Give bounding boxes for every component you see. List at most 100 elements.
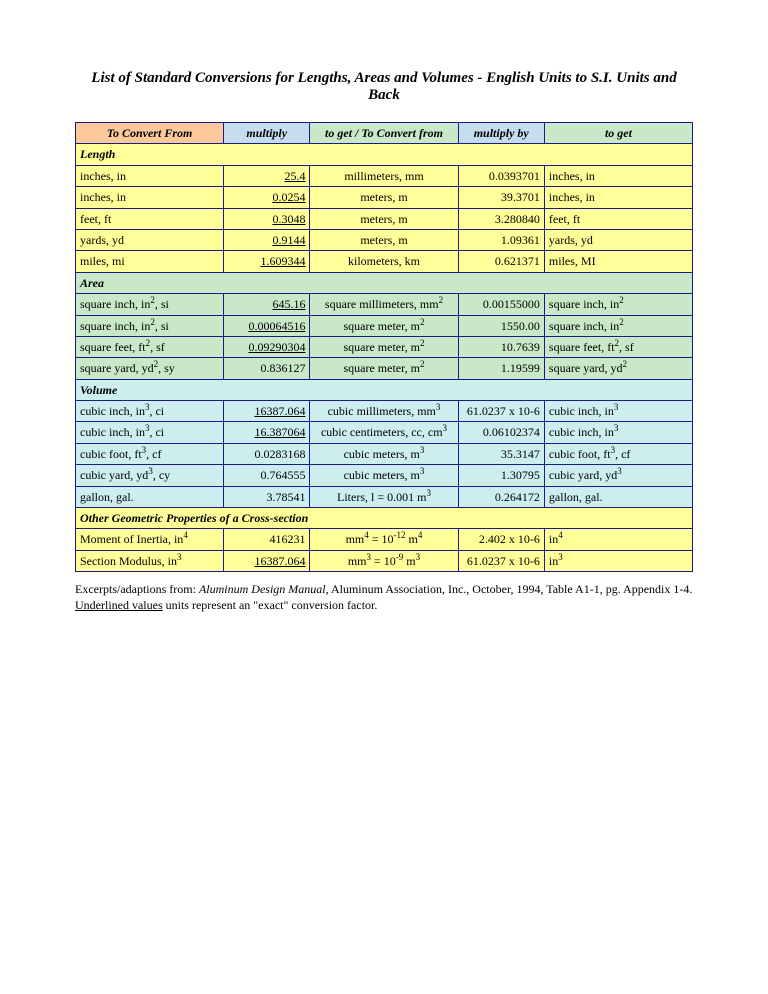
table-cell: 61.0237 x 10-6 xyxy=(458,401,544,422)
table-row: cubic foot, ft3, cf0.0283168cubic meters… xyxy=(76,443,693,464)
table-cell: 25.4 xyxy=(224,165,310,186)
header-from: To Convert From xyxy=(76,123,224,144)
table-cell: 1550.00 xyxy=(458,315,544,336)
table-cell: 0.06102374 xyxy=(458,422,544,443)
table-cell: 3.280840 xyxy=(458,208,544,229)
table-cell: inches, in xyxy=(76,165,224,186)
table-cell: gallon, gal. xyxy=(544,486,692,507)
table-cell: 16387.064 xyxy=(224,550,310,571)
table-cell: 0.764555 xyxy=(224,465,310,486)
section-length: Length xyxy=(76,144,693,165)
table-cell: in4 xyxy=(544,529,692,550)
table-cell: inches, in xyxy=(544,187,692,208)
table-cell: square feet, ft2, sf xyxy=(76,336,224,357)
table-cell: 0.00155000 xyxy=(458,294,544,315)
table-cell: meters, m xyxy=(310,229,458,250)
table-cell: square yard, yd2 xyxy=(544,358,692,379)
table-cell: Liters, l = 0.001 m3 xyxy=(310,486,458,507)
table-cell: cubic meters, m3 xyxy=(310,443,458,464)
table-cell: 0.0283168 xyxy=(224,443,310,464)
table-row: yards, yd0.9144meters, m1.09361yards, yd xyxy=(76,229,693,250)
table-cell: 39.3701 xyxy=(458,187,544,208)
footnote-underlined: Underlined values xyxy=(75,598,163,612)
table-cell: cubic inch, in3 xyxy=(544,401,692,422)
table-cell: 16.387064 xyxy=(224,422,310,443)
table-cell: miles, mi xyxy=(76,251,224,272)
table-row: square inch, in2, si645.16square millime… xyxy=(76,294,693,315)
table-cell: 0.00064516 xyxy=(224,315,310,336)
table-cell: 1.30795 xyxy=(458,465,544,486)
table-cell: square millimeters, mm2 xyxy=(310,294,458,315)
table-cell: cubic yard, yd3 xyxy=(544,465,692,486)
table-row: square yard, yd2, sy0.836127square meter… xyxy=(76,358,693,379)
table-cell: 3.78541 xyxy=(224,486,310,507)
table-cell: square meter, m2 xyxy=(310,315,458,336)
table-cell: feet, ft xyxy=(544,208,692,229)
table-cell: square meter, m2 xyxy=(310,358,458,379)
table-row: miles, mi1.609344kilometers, km0.621371m… xyxy=(76,251,693,272)
section-area: Area xyxy=(76,272,693,293)
table-cell: yards, yd xyxy=(76,229,224,250)
table-row: Section Modulus, in316387.064mm3 = 10-9 … xyxy=(76,550,693,571)
table-cell: inches, in xyxy=(76,187,224,208)
table-cell: 0.836127 xyxy=(224,358,310,379)
header-mult: multiply xyxy=(224,123,310,144)
table-row: inches, in25.4millimeters, mm0.0393701in… xyxy=(76,165,693,186)
table-row: gallon, gal.3.78541Liters, l = 0.001 m30… xyxy=(76,486,693,507)
table-cell: 0.9144 xyxy=(224,229,310,250)
table-cell: kilometers, km xyxy=(310,251,458,272)
footnote-cite: Aluminum Design Manual xyxy=(199,582,326,596)
table-cell: cubic yard, yd3, cy xyxy=(76,465,224,486)
table-row: cubic inch, in3, ci16387.064cubic millim… xyxy=(76,401,693,422)
table-row: square inch, in2, si0.00064516square met… xyxy=(76,315,693,336)
table-cell: cubic centimeters, cc, cm3 xyxy=(310,422,458,443)
table-cell: cubic inch, in3, ci xyxy=(76,401,224,422)
table-cell: 645.16 xyxy=(224,294,310,315)
table-cell: Moment of Inertia, in4 xyxy=(76,529,224,550)
table-cell: yards, yd xyxy=(544,229,692,250)
table-cell: 1.609344 xyxy=(224,251,310,272)
table-cell: 0.0393701 xyxy=(458,165,544,186)
header-multby: multiply by xyxy=(458,123,544,144)
table-row: square feet, ft2, sf0.09290304square met… xyxy=(76,336,693,357)
header-get: to get xyxy=(544,123,692,144)
table-cell: cubic inch, in3 xyxy=(544,422,692,443)
table-cell: Section Modulus, in3 xyxy=(76,550,224,571)
section-other: Other Geometric Properties of a Cross-se… xyxy=(76,508,693,529)
table-cell: cubic meters, m3 xyxy=(310,465,458,486)
conversion-table: To Convert From multiply to get / To Con… xyxy=(75,122,693,572)
table-row: feet, ft0.3048meters, m3.280840feet, ft xyxy=(76,208,693,229)
table-cell: millimeters, mm xyxy=(310,165,458,186)
table-row: Moment of Inertia, in4416231mm4 = 10-12 … xyxy=(76,529,693,550)
table-row: inches, in0.0254meters, m39.3701inches, … xyxy=(76,187,693,208)
table-cell: feet, ft xyxy=(76,208,224,229)
table-cell: 10.7639 xyxy=(458,336,544,357)
table-cell: square meter, m2 xyxy=(310,336,458,357)
table-cell: square inch, in2, si xyxy=(76,315,224,336)
table-cell: square inch, in2 xyxy=(544,294,692,315)
table-cell: cubic foot, ft3, cf xyxy=(76,443,224,464)
table-cell: 0.3048 xyxy=(224,208,310,229)
section-volume: Volume xyxy=(76,379,693,400)
table-cell: cubic inch, in3, ci xyxy=(76,422,224,443)
table-cell: cubic foot, ft3, cf xyxy=(544,443,692,464)
table-cell: square inch, in2 xyxy=(544,315,692,336)
table-cell: 1.09361 xyxy=(458,229,544,250)
table-cell: 0.621371 xyxy=(458,251,544,272)
table-cell: gallon, gal. xyxy=(76,486,224,507)
table-cell: 16387.064 xyxy=(224,401,310,422)
footnote: Excerpts/adaptions from: Aluminum Design… xyxy=(75,582,693,613)
table-cell: 0.0254 xyxy=(224,187,310,208)
table-cell: square yard, yd2, sy xyxy=(76,358,224,379)
table-cell: square feet, ft2, sf xyxy=(544,336,692,357)
table-cell: cubic millimeters, mm3 xyxy=(310,401,458,422)
table-cell: 416231 xyxy=(224,529,310,550)
header-to: to get / To Convert from xyxy=(310,123,458,144)
footnote-post2: units represent an "exact" conversion fa… xyxy=(163,598,378,612)
table-cell: mm3 = 10-9 m3 xyxy=(310,550,458,571)
table-cell: square inch, in2, si xyxy=(76,294,224,315)
table-cell: 0.09290304 xyxy=(224,336,310,357)
table-cell: 1.19599 xyxy=(458,358,544,379)
table-row: cubic yard, yd3, cy0.764555cubic meters,… xyxy=(76,465,693,486)
table-cell: meters, m xyxy=(310,208,458,229)
